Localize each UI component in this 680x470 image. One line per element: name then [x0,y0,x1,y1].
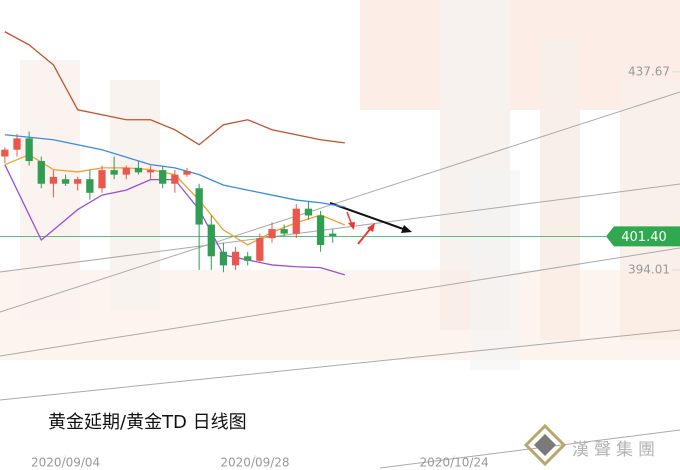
candle-body [171,174,179,184]
candle-body [195,188,203,225]
candle-body [231,251,240,266]
candle-body [122,167,130,175]
channel-lines [0,91,680,469]
logo-text: 漢聲集團 [572,440,660,460]
candle-body [1,149,9,157]
candle-body [37,161,45,184]
x-tick-label: 2020/09/28 [220,456,289,470]
candle-body [219,251,228,266]
candle-body [292,208,300,234]
candle-body [207,224,215,257]
candle-body [49,176,58,184]
x-tick-label: 2020/10/24 [420,456,489,470]
x-tick-label: 2020/09/04 [31,456,100,470]
candle-body [61,179,70,184]
y-tick-label: 394.01 [628,262,670,276]
caption: 黄金延期/黄金TD 日线图 [48,412,247,433]
candle-body [25,138,33,162]
candle-body [86,179,94,193]
indicator-line [4,134,345,208]
candle-body [13,138,21,150]
candle-body [256,238,264,261]
indicator-line [4,31,345,146]
candle-body [280,229,288,234]
y-tick-label: 437.67 [628,64,670,78]
candle-body [74,179,82,184]
last-price-tag [606,226,680,247]
candle-body [159,170,167,184]
candle-body [316,215,325,245]
logo: 漢聲集團 [523,423,660,467]
candle-body [134,167,143,173]
candle-body [183,171,191,175]
last-price-label: 401.40 [621,230,667,245]
candle-body [98,170,106,189]
candle-body [244,256,252,261]
candle-body [268,229,276,239]
candle-body [329,233,337,237]
candle-body [110,170,118,175]
candle-body [146,170,155,173]
candle-body [304,208,313,216]
